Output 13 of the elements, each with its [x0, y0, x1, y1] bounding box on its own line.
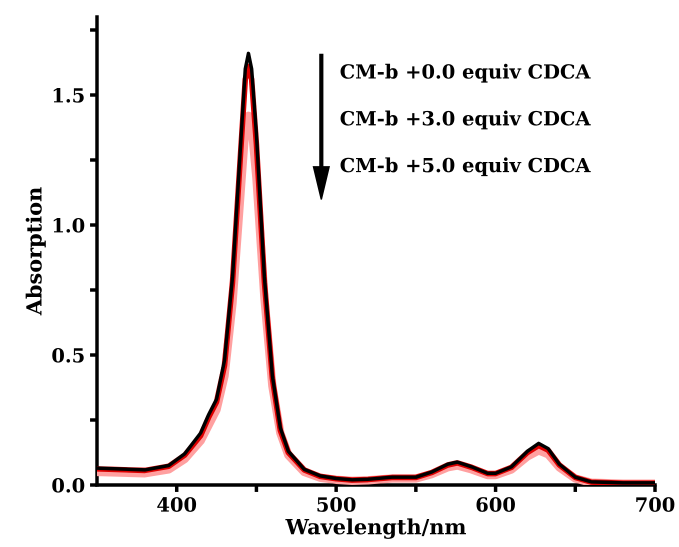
annotation: CM-b +5.0 equiv CDCA [340, 157, 591, 176]
x-axis-title: Wavelength/nm [285, 518, 466, 539]
x-tick-label: 700 [636, 497, 674, 512]
annotation: CM-b +3.0 equiv CDCA [340, 110, 591, 130]
y-tick-label: 0.5 [52, 348, 84, 363]
x-tick-label: 500 [317, 497, 356, 512]
x-tick-label: 400 [157, 497, 196, 512]
y-axis-title: Absorption [26, 187, 46, 316]
y-tick-label: 1.0 [54, 218, 84, 233]
annotation: CM-b +0.0 equiv CDCA [340, 64, 591, 83]
y-tick-label: 0.0 [52, 478, 84, 493]
y-tick-label: 1.5 [54, 88, 84, 103]
x-tick-label: 600 [476, 497, 515, 512]
